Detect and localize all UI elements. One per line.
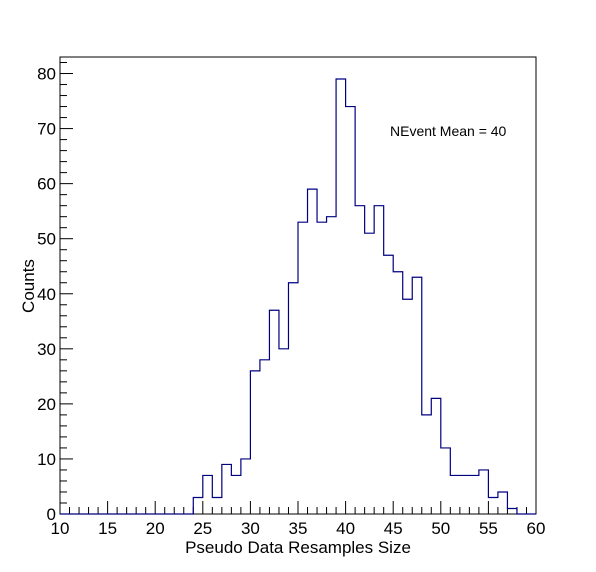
y-tick-label: 20 [37, 395, 56, 414]
x-tick-label: 35 [289, 519, 308, 538]
x-tick-label: 55 [479, 519, 498, 538]
x-axis-title: Pseudo Data Resamples Size [185, 538, 411, 557]
x-tick-label: 50 [431, 519, 450, 538]
y-tick-label: 70 [37, 120, 56, 139]
x-tick-label: 40 [336, 519, 355, 538]
x-tick-label: 60 [527, 519, 546, 538]
y-tick-label: 80 [37, 65, 56, 84]
annotation-label: NEvent Mean = 40 [390, 123, 507, 139]
y-tick-label: 0 [47, 505, 56, 524]
y-tick-label: 50 [37, 230, 56, 249]
y-axis-title: Counts [19, 259, 38, 313]
x-tick-label: 20 [146, 519, 165, 538]
y-tick-label: 10 [37, 450, 56, 469]
x-tick-label: 15 [98, 519, 117, 538]
y-tick-label: 40 [37, 285, 56, 304]
histogram-series-line [60, 79, 536, 514]
x-tick-label: 25 [193, 519, 212, 538]
y-tick-label: 60 [37, 175, 56, 194]
y-tick-label: 30 [37, 340, 56, 359]
x-tick-label: 45 [384, 519, 403, 538]
x-tick-label: 30 [241, 519, 260, 538]
